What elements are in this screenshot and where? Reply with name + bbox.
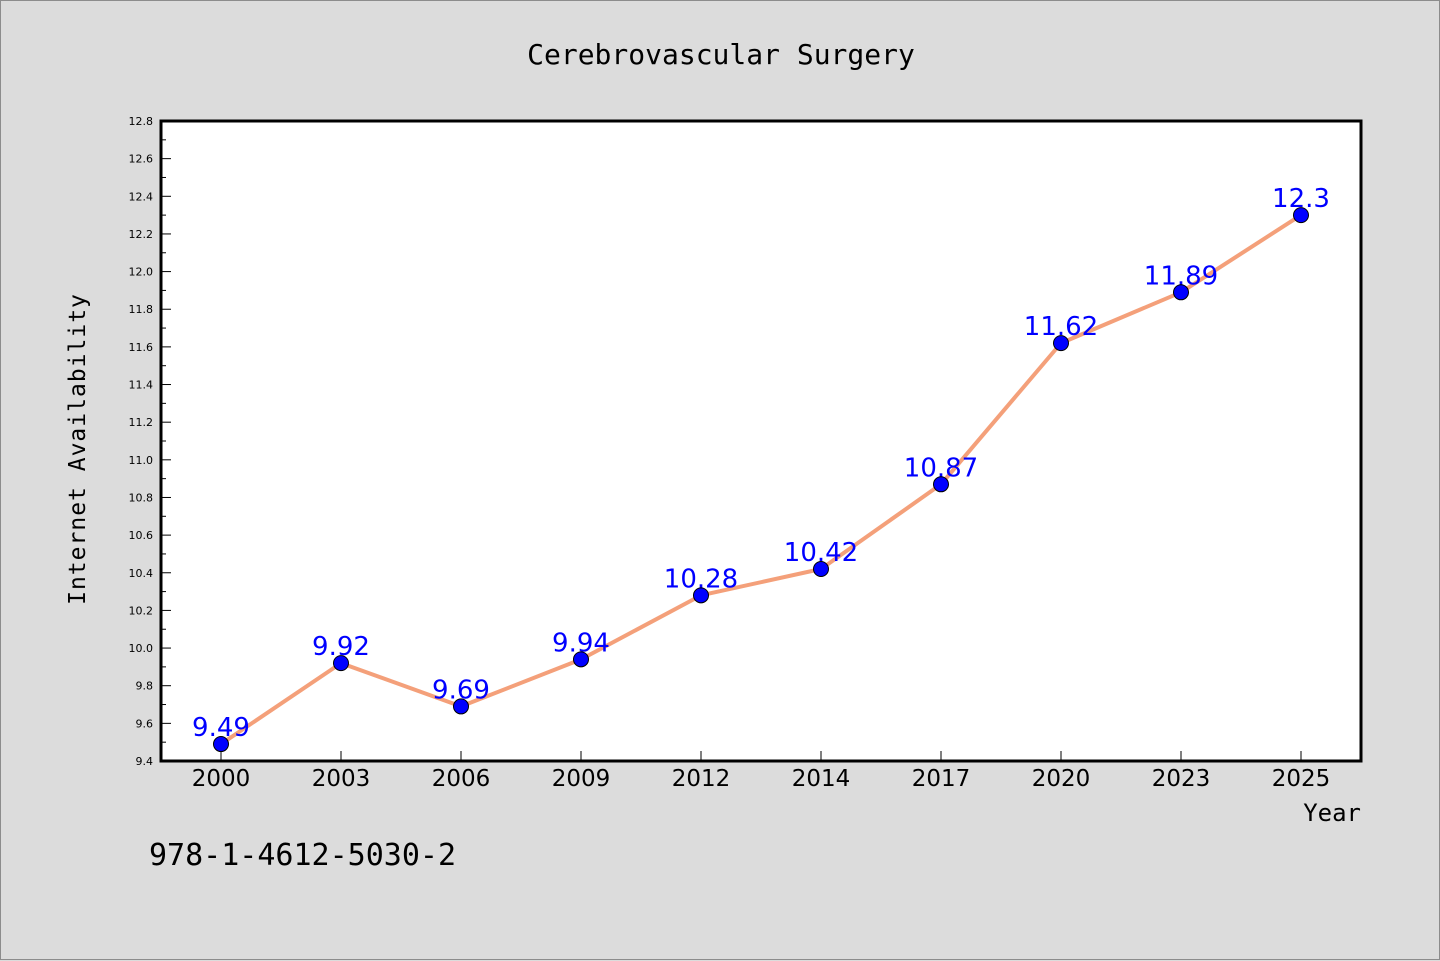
y-tick-label: 10.2: [129, 604, 154, 617]
data-markers: [213, 207, 1309, 753]
x-axis-label: Year: [1303, 799, 1361, 827]
y-tick-label: 11.6: [129, 341, 154, 354]
y-tick-label: 10.0: [129, 642, 154, 655]
chart-title: Cerebrovascular Surgery: [527, 38, 915, 71]
y-tick-label: 12.2: [129, 228, 154, 241]
x-tick-label: 2014: [792, 766, 851, 792]
series-line: [219, 213, 1303, 746]
y-tick-label: 11.4: [129, 379, 154, 392]
isbn-text: 978-1-4612-5030-2: [149, 838, 456, 873]
plot-frame: [159, 119, 1363, 763]
x-tick-label: 2009: [552, 766, 611, 792]
y-tick-label: 12.0: [129, 266, 154, 279]
plot-area: [161, 121, 1361, 761]
data-point: [1293, 207, 1309, 224]
y-tick-label: 10.8: [129, 491, 154, 504]
x-tick-label: 2006: [432, 766, 491, 792]
x-tick-label: 2000: [192, 766, 251, 792]
x-tick-label: 2025: [1272, 766, 1331, 792]
data-point: [813, 561, 829, 577]
data-point: [1173, 284, 1189, 301]
data-point: [693, 587, 709, 604]
y-tick-label: 9.6: [136, 717, 154, 730]
y-tick-label: 12.8: [129, 115, 154, 128]
y-axis-label: Internet Availability: [65, 293, 91, 605]
x-tick-label: 2003: [312, 766, 371, 792]
data-point: [213, 736, 229, 753]
x-axis-ticks: 2000 2003 2006 2009 2012 2014 2017 2020 2023 2025: [192, 751, 1331, 792]
data-point: [573, 651, 589, 668]
y-tick-label: 10.6: [129, 529, 154, 542]
data-point: [333, 655, 349, 672]
data-point: [1053, 335, 1069, 352]
data-point: [453, 698, 469, 715]
y-tick-label: 9.8: [136, 680, 154, 693]
y-tick-label: 9.4: [136, 755, 154, 768]
y-tick-label: 12.4: [129, 190, 154, 203]
x-tick-label: 2012: [672, 766, 731, 792]
y-tick-label: 11.8: [129, 303, 154, 316]
y-tick-label: 11.0: [129, 454, 154, 467]
x-tick-label: 2017: [912, 766, 971, 792]
y-axis-ticks: 9.4 9.6 9.8 10.0 10.2 10.4 10.6 10.8 11.0 11.2 11.…: [129, 115, 171, 768]
y-tick-label: 11.2: [129, 416, 154, 429]
data-point: [933, 476, 949, 493]
y-tick-label: 10.4: [129, 567, 154, 580]
x-tick-label: 2023: [1152, 766, 1211, 792]
y-tick-label: 12.6: [129, 153, 154, 166]
x-tick-label: 2020: [1032, 766, 1091, 792]
